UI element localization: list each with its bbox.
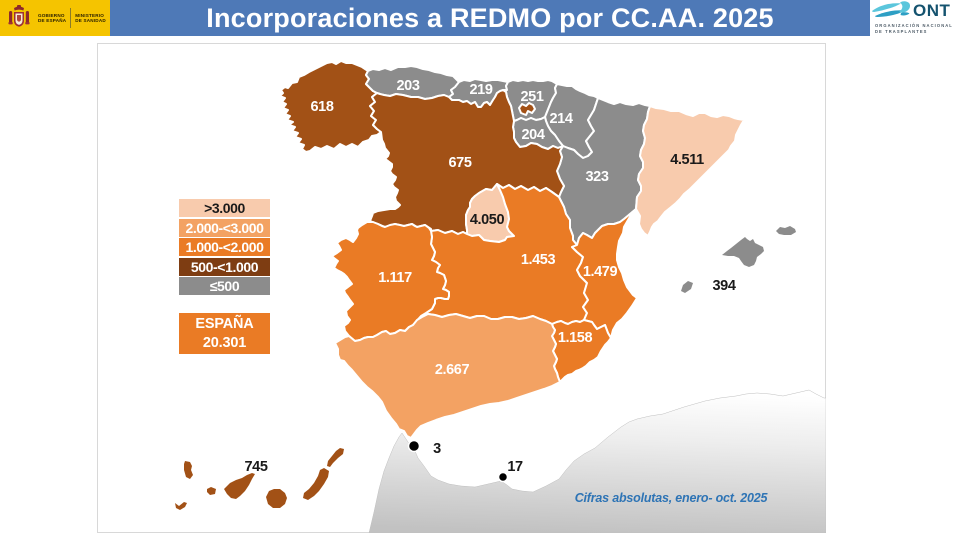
- label-canarias: 745: [245, 459, 268, 475]
- government-label: GOBIERNO DE ESPAÑA: [38, 12, 67, 24]
- label-pais-vasco: 251: [521, 89, 544, 105]
- island-fuerteventura: [303, 468, 329, 500]
- region-cataluna: [635, 105, 745, 237]
- island-la-palma: [184, 461, 193, 479]
- island-la-gomera: [207, 487, 216, 495]
- label-castilla-la-mancha: 1.453: [521, 252, 556, 268]
- total-label: ESPAÑA: [195, 315, 254, 332]
- map-legend: >3.000 2.000-<3.000 1.000-<2.000 500-<1.…: [179, 199, 270, 297]
- total-value: 20.301: [202, 334, 247, 351]
- legend-item: ≤500: [179, 277, 270, 295]
- page-title: Incorporaciones a REDMO por CC.AA. 2025: [206, 2, 774, 33]
- government-logo-divider: [70, 8, 72, 28]
- island-ibiza: [681, 281, 693, 293]
- legend-item: 2.000-<3.000: [179, 218, 270, 237]
- region-trevino-enclave: [518, 102, 536, 116]
- island-tenerife: [224, 473, 255, 499]
- label-andalucia: 2.667: [435, 362, 470, 378]
- label-cantabria: 219: [470, 82, 493, 98]
- island-mallorca: [722, 237, 764, 267]
- region-galicia: [279, 60, 382, 153]
- label-castilla-y-leon: 675: [449, 155, 472, 171]
- label-cataluna: 4.511: [670, 152, 704, 168]
- label-ceuta: 3: [433, 441, 441, 457]
- ceuta-dot: [407, 439, 421, 453]
- total-box: ESPAÑA 20.301: [179, 313, 270, 354]
- label-aragon: 323: [586, 169, 609, 185]
- melilla-dot: [497, 471, 509, 483]
- label-navarra: 214: [550, 111, 573, 127]
- ont-subtitle-line1: ORGANIZACIÓN NACIONAL: [875, 23, 953, 28]
- label-extremadura: 1.117: [378, 270, 412, 286]
- map-africa-coast: [368, 389, 826, 533]
- region-baleares: [681, 226, 796, 293]
- island-menorca: [776, 226, 796, 235]
- label-la-rioja: 204: [522, 127, 545, 143]
- title-bar: Incorporaciones a REDMO por CC.AA. 2025: [110, 0, 870, 36]
- ont-logo: ONT ORGANIZACIÓN NACIONAL DE TRASPLANTES: [870, 0, 960, 40]
- legend-item: >3.000: [179, 199, 270, 217]
- ont-subtitle-line2: DE TRASPLANTES: [875, 29, 928, 34]
- label-asturias: 203: [397, 78, 420, 94]
- label-madrid: 4.050: [470, 212, 505, 228]
- legend-item: 1.000-<2.000: [179, 238, 270, 256]
- label-melilla: 17: [507, 459, 523, 475]
- government-logo: GOBIERNO DE ESPAÑA MINISTERIO DE SANIDAD: [0, 0, 110, 36]
- label-valencia: 1.479: [583, 264, 618, 280]
- caption: Cifras absolutas, enero- oct. 2025: [574, 491, 768, 505]
- ministry-label: MINISTERIO DE SANIDAD: [75, 12, 106, 24]
- label-galicia: 618: [311, 99, 334, 115]
- region-andalucia: [334, 313, 561, 439]
- island-gran-canaria: [266, 489, 287, 508]
- region-canarias: [175, 448, 344, 510]
- spain-choropleth-map: 618 203 219 251 214 204 323 4.511 675 4.…: [175, 60, 826, 533]
- island-el-hierro: [175, 502, 187, 510]
- label-murcia: 1.158: [558, 330, 593, 346]
- label-baleares: 394: [713, 278, 736, 294]
- map-panel: 618 203 219 251 214 204 323 4.511 675 4.…: [97, 43, 826, 533]
- legend-item: 500-<1.000: [179, 257, 270, 276]
- island-lanzarote: [327, 448, 344, 467]
- ont-acronym: ONT: [913, 1, 951, 20]
- ont-swoosh-icon: [872, 1, 911, 17]
- spain-coat-of-arms-icon: [8, 5, 30, 27]
